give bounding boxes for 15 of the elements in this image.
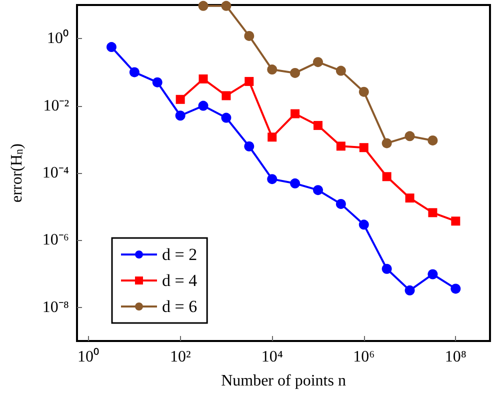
x-tick-label: 10² — [170, 348, 191, 366]
x-tick-label: 10⁸ — [444, 348, 466, 366]
y-tick-label: 10⁰ — [47, 29, 69, 48]
x-tick-label: 10⁶ — [353, 348, 375, 366]
y-tick-label: 10⁻⁶ — [42, 232, 69, 249]
y-tick-label: 10⁻⁴ — [42, 164, 70, 182]
y-axis-title: error(Hn) — [8, 144, 26, 202]
legend-label: d = 4 — [162, 271, 198, 290]
legend-label: d = 6 — [162, 297, 198, 316]
y-tick-label: 10⁻⁸ — [42, 298, 69, 316]
x-axis-title: Number of points n — [221, 372, 346, 390]
x-tick-label: 10⁰ — [78, 348, 100, 366]
x-tick-label: 10⁴ — [261, 348, 284, 366]
legend-label: d = 2 — [162, 245, 198, 264]
y-tick-label: 10⁻² — [43, 97, 70, 114]
